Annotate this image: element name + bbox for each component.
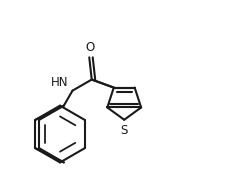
Text: O: O <box>86 41 95 54</box>
Text: S: S <box>121 124 128 137</box>
Text: HN: HN <box>51 76 69 89</box>
